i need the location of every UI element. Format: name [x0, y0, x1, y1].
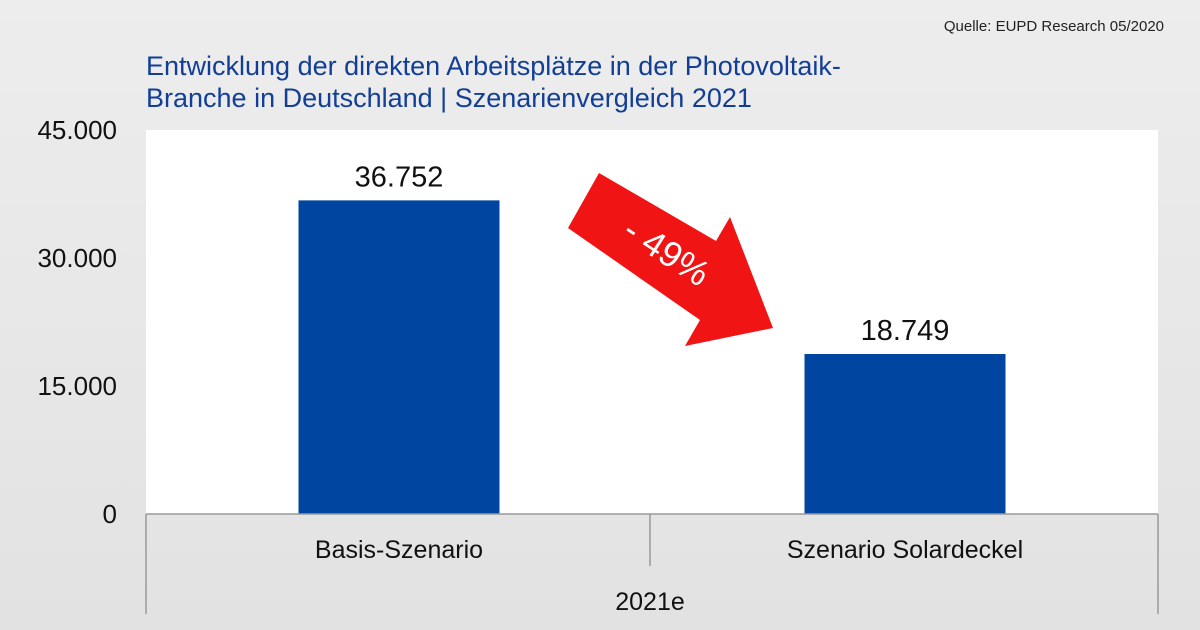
- x-axis-categories: Basis-Szenario Szenario Solardeckel: [315, 536, 1023, 564]
- bar-1: [298, 200, 500, 514]
- y-tick-label: 15.000: [37, 371, 117, 401]
- y-tick-label: 45.000: [37, 115, 117, 145]
- y-tick-label: 0: [103, 499, 117, 529]
- x-category-label-1: Basis-Szenario: [315, 536, 483, 564]
- x-category-label-2: Szenario Solardeckel: [787, 536, 1023, 564]
- bars: 36.752 18.749: [298, 161, 1006, 514]
- bar-value-label-2: 18.749: [861, 315, 950, 347]
- y-axis: 0 15.000 30.000 45.000: [37, 115, 117, 529]
- source-label: Quelle: EUPD Research 05/2020: [943, 18, 1164, 35]
- bar-2: [804, 354, 1006, 514]
- decrease-arrow-shape: [568, 173, 773, 346]
- chart-title: Entwicklung der direkten Arbeitsplätze i…: [146, 50, 966, 114]
- bar-value-label-1: 36.752: [355, 161, 444, 193]
- decrease-arrow: - 49%: [568, 173, 773, 346]
- y-tick-label: 30.000: [37, 243, 117, 273]
- chart-title-line-2: Branche in Deutschland | Szenarienvergle…: [146, 83, 752, 113]
- axis-lines: [145, 513, 1159, 614]
- plot-area: [146, 130, 1158, 514]
- x-axis-group-label: 2021e: [615, 588, 685, 616]
- chart-title-line-1: Entwicklung der direkten Arbeitsplätze i…: [146, 51, 841, 81]
